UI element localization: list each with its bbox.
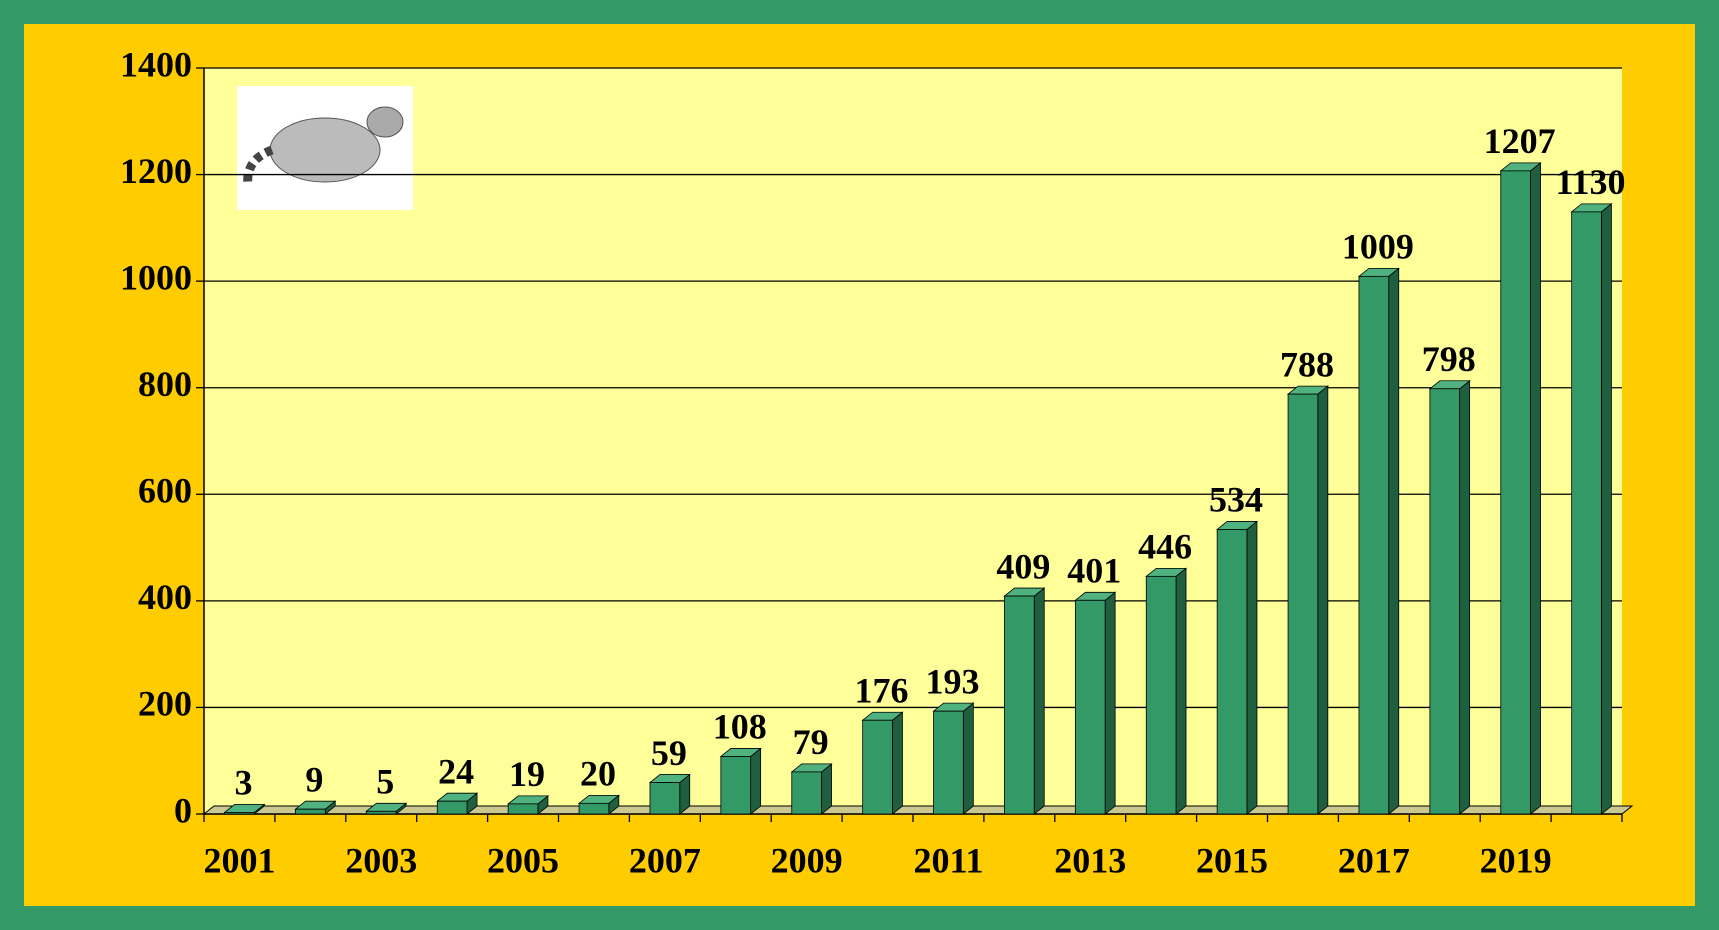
y-tick-label: 600 bbox=[138, 471, 192, 511]
data-label: 798 bbox=[1422, 339, 1476, 379]
x-tick-label: 2019 bbox=[1480, 840, 1552, 880]
y-tick-label: 0 bbox=[174, 790, 192, 830]
x-tick-label: 2005 bbox=[487, 840, 559, 880]
y-tick-label: 400 bbox=[138, 577, 192, 617]
bar bbox=[1429, 388, 1461, 815]
bar-side bbox=[1601, 203, 1612, 815]
data-label: 1130 bbox=[1556, 162, 1626, 202]
data-label: 79 bbox=[793, 722, 829, 762]
data-label: 24 bbox=[438, 751, 474, 791]
data-label: 9 bbox=[305, 759, 323, 799]
y-tick-label: 1000 bbox=[120, 257, 192, 297]
bar bbox=[862, 719, 893, 815]
y-tick-label: 800 bbox=[138, 364, 192, 404]
bar-side bbox=[750, 747, 762, 815]
y-tick-label: 1400 bbox=[120, 44, 192, 84]
bar bbox=[1358, 275, 1390, 815]
data-label: 788 bbox=[1280, 344, 1334, 384]
data-label: 1207 bbox=[1484, 121, 1556, 161]
data-label: 534 bbox=[1209, 480, 1263, 520]
x-tick-label: 2011 bbox=[913, 840, 983, 880]
y-tick-label: 1200 bbox=[120, 151, 192, 191]
bar-side bbox=[1317, 385, 1329, 815]
bar bbox=[1074, 599, 1106, 815]
bar bbox=[507, 803, 539, 815]
bar bbox=[1004, 595, 1035, 815]
bar-side bbox=[1246, 520, 1258, 815]
data-label: 409 bbox=[996, 546, 1050, 586]
bar-side bbox=[821, 763, 832, 815]
plot-area bbox=[204, 68, 1622, 814]
data-label: 401 bbox=[1067, 551, 1121, 591]
bar bbox=[365, 810, 397, 815]
bar-side bbox=[1033, 587, 1045, 815]
data-label: 20 bbox=[580, 754, 616, 794]
x-tick-label: 2015 bbox=[1196, 840, 1268, 880]
data-label: 108 bbox=[713, 707, 767, 747]
bar-side bbox=[962, 702, 974, 815]
bar bbox=[1216, 529, 1248, 815]
bar bbox=[933, 710, 964, 815]
bar-side bbox=[1104, 591, 1116, 815]
x-tick-label: 2013 bbox=[1054, 840, 1126, 880]
bar bbox=[224, 812, 255, 815]
data-label: 1009 bbox=[1342, 227, 1414, 267]
y-tick-label: 200 bbox=[138, 684, 192, 724]
bar bbox=[295, 808, 326, 815]
raccoon-picture bbox=[237, 86, 413, 210]
data-label: 5 bbox=[376, 762, 394, 802]
data-label: 3 bbox=[234, 763, 252, 803]
bar bbox=[1287, 393, 1319, 815]
bar bbox=[436, 800, 468, 815]
x-tick-label: 2009 bbox=[771, 840, 843, 880]
bar-side bbox=[1175, 567, 1187, 815]
bar bbox=[1145, 575, 1177, 815]
bar bbox=[649, 782, 681, 815]
data-label: 176 bbox=[855, 670, 909, 710]
bar bbox=[578, 802, 610, 815]
data-label: 59 bbox=[651, 733, 687, 773]
x-tick-label: 2003 bbox=[345, 840, 417, 880]
bar bbox=[791, 771, 822, 815]
x-tick-label: 2001 bbox=[203, 840, 275, 880]
bar-side bbox=[1388, 267, 1400, 815]
floor bbox=[202, 805, 1634, 815]
bar bbox=[1571, 211, 1602, 815]
bar bbox=[720, 756, 752, 815]
bar-side bbox=[892, 711, 903, 815]
data-label: 19 bbox=[509, 754, 545, 794]
x-tick-label: 2007 bbox=[629, 840, 701, 880]
bar-side bbox=[1459, 379, 1471, 815]
data-label: 446 bbox=[1138, 527, 1192, 567]
x-tick-label: 2017 bbox=[1338, 840, 1410, 880]
bar bbox=[1500, 170, 1531, 815]
data-label: 193 bbox=[925, 661, 979, 701]
bar-side bbox=[1530, 162, 1541, 815]
